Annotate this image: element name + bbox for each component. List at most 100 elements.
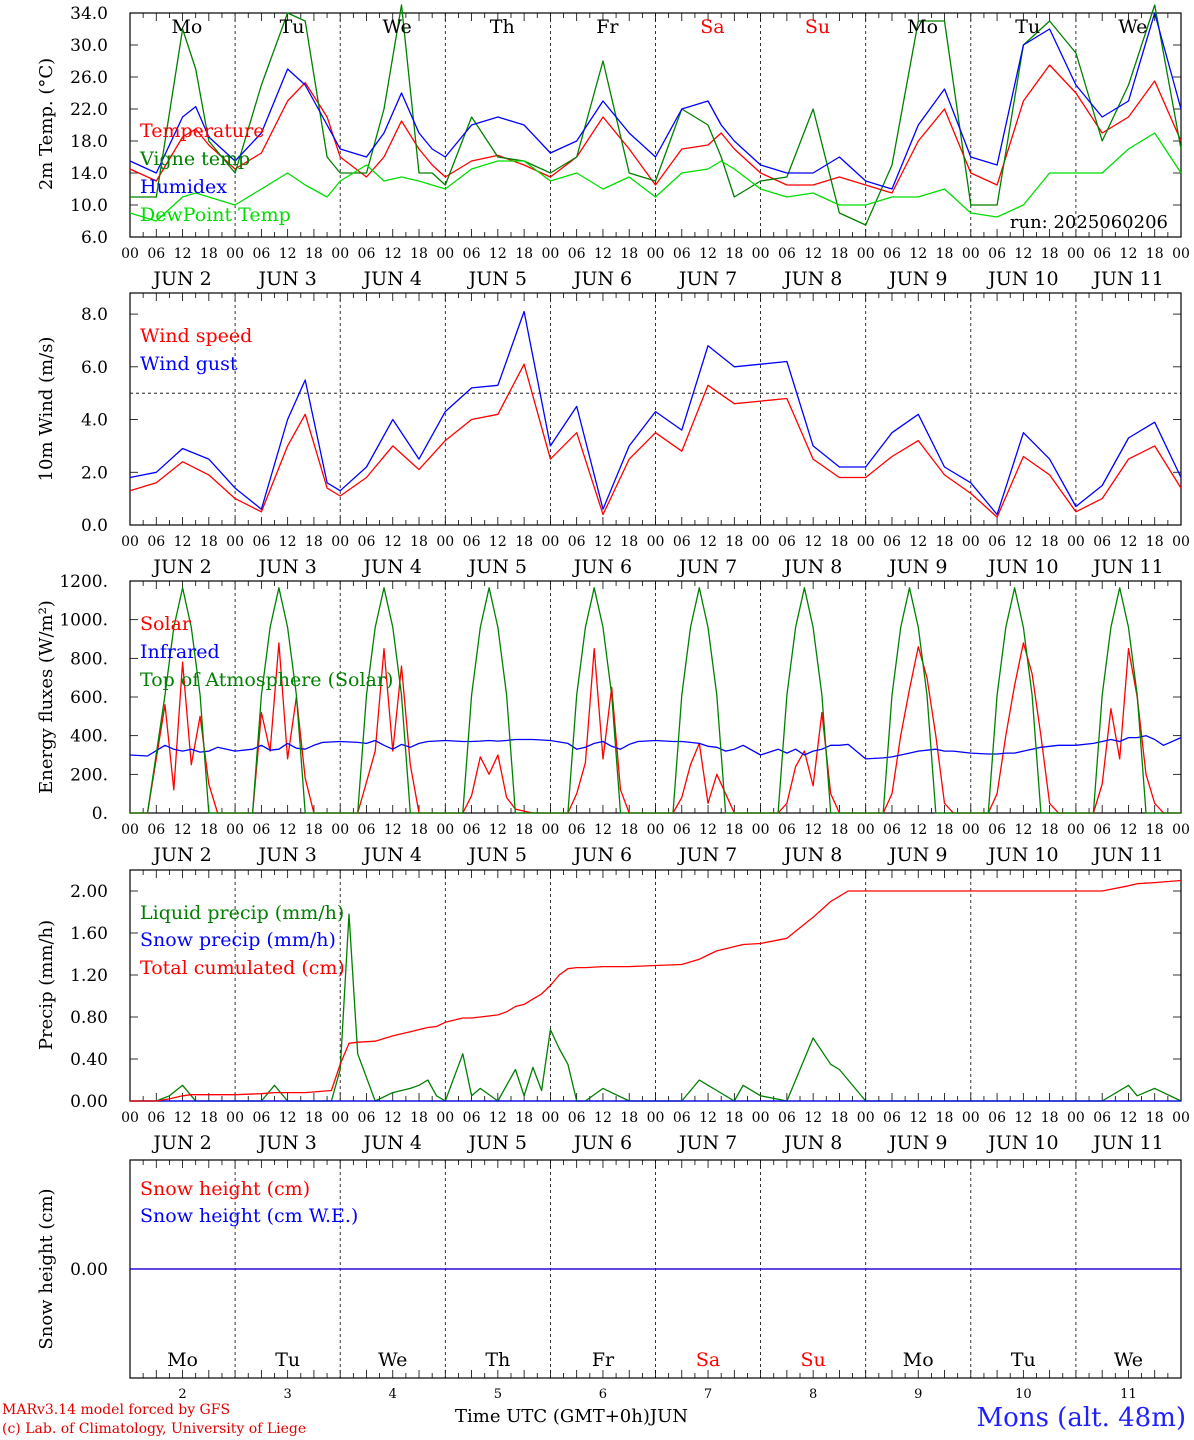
legend-entry: Vigne temp <box>139 148 250 170</box>
hour-label: 18 <box>620 534 638 550</box>
hour-label: 12 <box>489 822 507 838</box>
hour-label: 00 <box>1172 246 1190 262</box>
legend-entry: Top of Atmosphere (Solar) <box>140 669 393 691</box>
y-tick-label: 14.0 <box>70 164 108 184</box>
hour-label: 06 <box>358 822 376 838</box>
date-label: JUN 9 <box>887 844 947 866</box>
hour-label: 06 <box>252 822 270 838</box>
hour-label: 12 <box>909 534 927 550</box>
hour-label: 00 <box>647 246 665 262</box>
hour-label: 06 <box>463 822 481 838</box>
date-label: JUN 6 <box>572 844 632 866</box>
hour-label: 00 <box>857 1110 875 1126</box>
hour-label: 12 <box>804 534 822 550</box>
y-tick-label: 8.0 <box>81 305 108 325</box>
hour-label: 12 <box>384 1110 402 1126</box>
day-number: 9 <box>914 1387 922 1402</box>
weekday-label: Tu <box>275 1349 300 1371</box>
hour-label: 00 <box>962 1110 980 1126</box>
y-axis-label: Precip (mm/h) <box>36 920 57 1050</box>
run-label: run: 2025060206 <box>1010 212 1168 233</box>
panel-2: 8.0 6.0 4.0 2.0 0.0 10m Wind (m/s) Wind speed W… <box>36 292 1190 578</box>
hour-label: 18 <box>831 822 849 838</box>
hour-label: 06 <box>568 246 586 262</box>
hour-label: 12 <box>1120 534 1138 550</box>
hour-label: 06 <box>883 822 901 838</box>
hour-label: 06 <box>1093 822 1111 838</box>
hour-label: 00 <box>752 246 770 262</box>
y-tick-label: 10.0 <box>70 196 108 216</box>
hour-label: 06 <box>778 246 796 262</box>
weekday-label: Mo <box>907 16 938 38</box>
hour-label: 00 <box>541 1110 559 1126</box>
date-label: JUN 3 <box>256 1132 316 1154</box>
hour-label: 12 <box>594 822 612 838</box>
hour-label: 00 <box>436 1110 454 1126</box>
hour-label: 18 <box>305 1110 323 1126</box>
hour-label: 00 <box>331 246 349 262</box>
hour-label: 12 <box>699 822 717 838</box>
hour-label: 12 <box>1120 246 1138 262</box>
weekday-label: We <box>378 1349 407 1371</box>
hour-label: 18 <box>725 1110 743 1126</box>
series-line <box>129 735 1182 760</box>
hour-label: 12 <box>804 822 822 838</box>
legend-entry: DewPoint Temp <box>140 204 291 226</box>
hour-label: 12 <box>594 534 612 550</box>
y-tick-label: 1200. <box>59 572 108 592</box>
date-label: JUN 6 <box>572 556 632 578</box>
hour-label: 12 <box>1120 1110 1138 1126</box>
date-label: JUN 5 <box>467 844 527 866</box>
lab-credit: (c) Lab. of Climatology, University of L… <box>2 1421 307 1437</box>
hour-label: 18 <box>410 534 428 550</box>
date-label: JUN 6 <box>572 268 632 290</box>
hour-label: 12 <box>174 822 192 838</box>
hour-label: 18 <box>620 822 638 838</box>
hour-label: 18 <box>1041 534 1059 550</box>
date-label: JUN 11 <box>1091 1132 1163 1154</box>
legend-entry: Humidex <box>140 176 227 198</box>
hour-label: 12 <box>1014 246 1032 262</box>
hour-label: 12 <box>279 534 297 550</box>
hour-label: 12 <box>804 1110 822 1126</box>
weekday-label: Fr <box>592 1349 615 1371</box>
weekday-label: Fr <box>596 16 619 38</box>
series-line <box>129 64 1182 194</box>
date-label: JUN 11 <box>1091 268 1163 290</box>
y-tick-label: 26.0 <box>70 68 108 88</box>
y-tick-label: 1000. <box>59 611 108 631</box>
hour-label: 06 <box>358 1110 376 1126</box>
series-line <box>129 132 1182 222</box>
weekday-label: Tu <box>1011 1349 1036 1371</box>
hour-label: 06 <box>1093 1110 1111 1126</box>
hour-label: 12 <box>489 246 507 262</box>
y-axis-label: Snow height (cm) <box>36 1188 57 1349</box>
date-label: JUN 10 <box>986 1132 1058 1154</box>
hour-label: 12 <box>699 246 717 262</box>
time-axis-label: Time UTC (GMT+0h)JUN <box>455 1406 688 1427</box>
panel-4: 2.00 1.60 1.20 0.80 0.40 0.00 Precip (mm/h) Liq… <box>36 869 1190 1154</box>
y-tick-label: 600. <box>70 688 108 708</box>
weekday-label: Th <box>490 16 515 38</box>
hour-label: 00 <box>1067 1110 1085 1126</box>
hour-label: 06 <box>463 534 481 550</box>
legend-entry: Liquid precip (mm/h) <box>140 902 344 924</box>
hour-label: 00 <box>962 822 980 838</box>
hour-label: 00 <box>226 822 244 838</box>
y-tick-label: 6.0 <box>81 228 108 248</box>
weekday-label: Tu <box>1015 16 1040 38</box>
hour-label: 00 <box>541 534 559 550</box>
weekday-label: Mo <box>171 16 202 38</box>
hour-label: 18 <box>831 534 849 550</box>
y-tick-label: 200. <box>70 765 108 785</box>
date-label: JUN 6 <box>572 1132 632 1154</box>
hour-label: 00 <box>1067 822 1085 838</box>
y-tick-label: 1.20 <box>70 966 108 986</box>
hour-label: 00 <box>541 246 559 262</box>
y-axis-label: 2m Temp. (°C) <box>36 58 57 190</box>
day-number: 10 <box>1015 1387 1032 1402</box>
hour-label: 06 <box>988 822 1006 838</box>
hour-label: 06 <box>1093 246 1111 262</box>
date-label: JUN 2 <box>151 1132 211 1154</box>
